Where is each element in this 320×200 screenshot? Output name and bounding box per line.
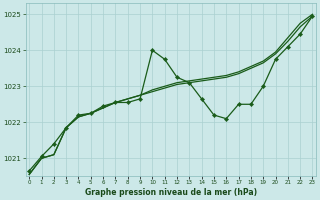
X-axis label: Graphe pression niveau de la mer (hPa): Graphe pression niveau de la mer (hPa)	[85, 188, 257, 197]
